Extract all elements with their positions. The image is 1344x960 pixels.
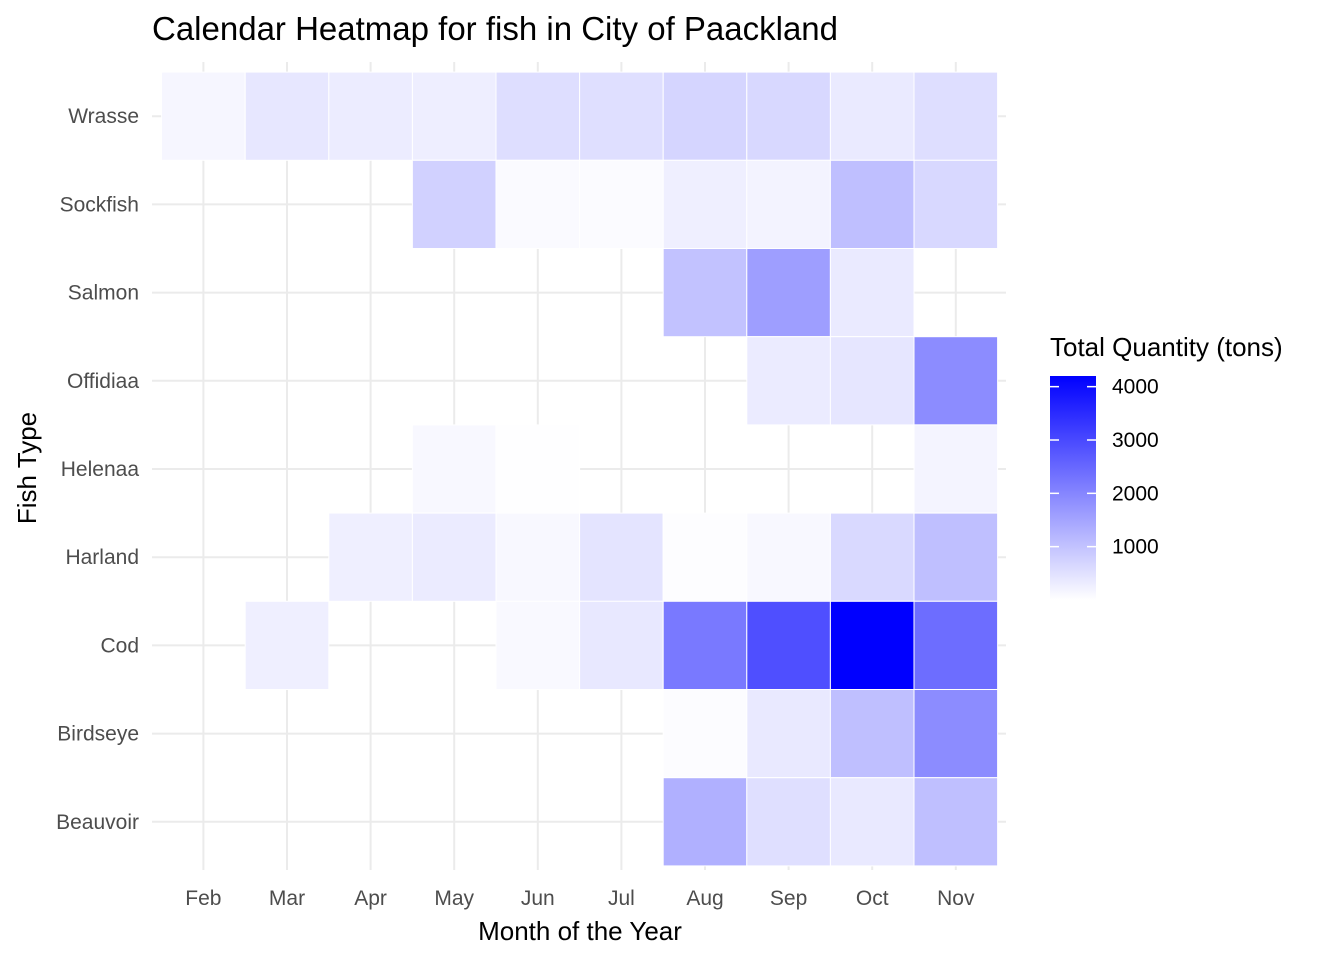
legend-title: Total Quantity (tons) [1050,332,1283,362]
heatmap-cell [579,600,664,690]
y-tick-label: Birdseye [57,723,139,746]
heatmap-cell [411,512,497,602]
heatmap-cell [913,159,999,249]
heatmap-cell [579,71,664,161]
heatmap-cell [495,424,581,514]
heatmap-cell [495,512,581,602]
heatmap-cell [829,159,915,249]
heatmap-cell [829,689,915,779]
legend-tick-label: 2000 [1112,482,1159,505]
y-axis-title: Fish Type [12,412,42,524]
x-tick-label: Apr [354,887,387,910]
x-axis-title: Month of the Year [478,916,682,946]
heatmap-cell [662,689,748,779]
heatmap-cell [662,159,748,249]
x-tick-label: Nov [937,887,975,910]
legend-tick-label: 4000 [1112,376,1159,399]
legend-ticks: 1000 2000 3000 4000 [1050,376,1159,559]
heatmap-cell [495,159,581,249]
legend-tick-label: 1000 [1112,536,1159,559]
heatmap-cell [662,777,748,867]
x-tick-label: Aug [686,887,723,910]
heatmap-cell [244,71,330,161]
heatmap-cell [913,336,999,426]
heatmap-cell [161,71,246,161]
x-tick-label: Sep [770,887,807,910]
y-tick-label: Sockfish [60,193,139,216]
x-axis-ticks: Feb Mar Apr May Jun Jul Aug Sep Oct Nov [185,887,975,910]
heatmap-cell [746,777,831,867]
y-tick-label: Beauvoir [56,811,139,834]
heatmap-cell [913,777,999,867]
heatmap-cell [662,600,748,690]
heatmap-cell [913,689,999,779]
y-axis-ticks: Wrasse Sockfish Salmon Offidiaa Helenaa Harla… [56,105,139,834]
y-tick-label: Wrasse [68,105,139,128]
y-tick-label: Cod [100,634,139,657]
heatmap-cell [495,71,581,161]
x-tick-label: Jul [608,887,635,910]
heatmap-cell [746,159,831,249]
legend-tick-label: 3000 [1112,429,1159,452]
heatmap-cell [746,336,831,426]
heatmap-cell [829,777,915,867]
y-tick-label: Helenaa [61,458,140,481]
heatmap-cell [829,248,915,338]
chart-title: Calendar Heatmap for fish in City of Paa… [152,10,838,47]
heatmap-cell [829,71,915,161]
color-legend: Total Quantity (tons) 1000 2000 3000 4000 [1050,332,1283,600]
heatmap-cell [579,512,664,602]
heatmap-cell [328,71,413,161]
heatmap-cells [161,71,999,867]
heatmap-cell [746,248,831,338]
heatmap-cell [579,159,664,249]
heatmap-cell [746,689,831,779]
heatmap-cell [829,512,915,602]
heatmap-cell [328,512,413,602]
heatmap-cell [913,512,999,602]
heatmap-cell [244,600,330,690]
heatmap-cell [829,600,915,690]
legend-colorbar [1050,376,1096,600]
x-tick-label: Mar [269,887,305,910]
heatmap-cell [913,71,999,161]
heatmap-cell [662,512,748,602]
heatmap-cell [746,600,831,690]
heatmap-cell [411,159,497,249]
heatmap-cell [495,600,581,690]
heatmap-cell [662,71,748,161]
y-tick-label: Salmon [68,282,139,305]
y-tick-label: Harland [65,546,139,569]
y-tick-label: Offidiaa [67,370,139,393]
heatmap-cell [411,71,497,161]
heatmap-cell [662,248,748,338]
heatmap-cell [411,424,497,514]
x-tick-label: May [434,887,474,910]
x-tick-label: Feb [185,887,221,910]
heatmap-cell [746,71,831,161]
heatmap-cell [913,424,999,514]
heatmap-cell [913,600,999,690]
x-tick-label: Oct [856,887,889,910]
x-tick-label: Jun [521,887,555,910]
heatmap-cell [746,512,831,602]
heatmap-cell [829,336,915,426]
